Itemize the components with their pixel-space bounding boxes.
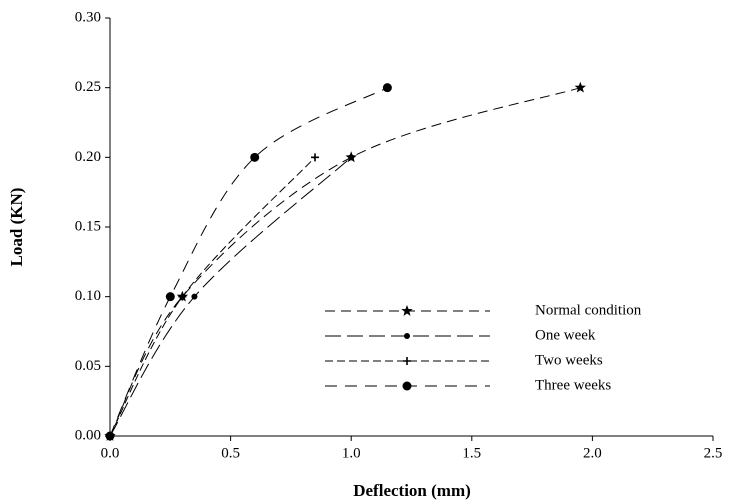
x-tick-label: 1.0 [342, 445, 361, 461]
series-line [109, 156, 352, 437]
y-tick-label: 0.05 [75, 358, 101, 374]
legend-label: One week [535, 327, 596, 343]
legend-marker [402, 381, 412, 391]
marker [574, 81, 586, 93]
x-tick-label: 0.0 [101, 445, 120, 461]
y-tick-label: 0.10 [75, 288, 101, 304]
series-line [109, 156, 316, 437]
marker [311, 153, 320, 162]
series-line [109, 87, 388, 437]
y-tick-label: 0.20 [75, 149, 101, 165]
x-tick-label: 2.0 [583, 445, 602, 461]
x-axis-title: Deflection (mm) [353, 481, 471, 500]
marker [165, 292, 175, 302]
marker [178, 292, 187, 301]
marker [191, 293, 198, 300]
legend-label: Three weeks [535, 377, 611, 393]
legend-label: Two weeks [535, 352, 603, 368]
series-line [109, 87, 581, 437]
marker [105, 431, 115, 441]
marker [250, 152, 260, 162]
y-tick-label: 0.30 [75, 9, 101, 25]
y-tick-label: 0.15 [75, 218, 101, 234]
marker [348, 154, 355, 161]
x-tick-label: 2.5 [704, 445, 723, 461]
legend-marker [404, 333, 410, 339]
x-tick-label: 1.5 [462, 445, 481, 461]
y-tick-label: 0.25 [75, 79, 101, 95]
legend-label: Normal condition [535, 302, 642, 318]
legend-marker [403, 357, 411, 365]
y-axis-title: Load (KN) [7, 188, 26, 267]
legend-marker [401, 305, 413, 316]
x-tick-label: 0.5 [221, 445, 240, 461]
marker [382, 83, 392, 93]
y-tick-label: 0.00 [75, 427, 101, 443]
